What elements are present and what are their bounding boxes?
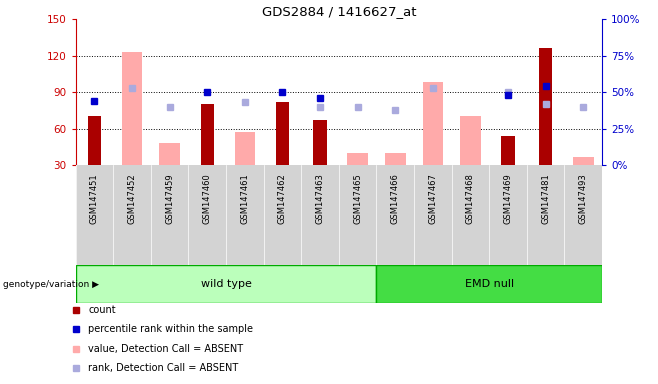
Bar	[460, 116, 481, 165]
Bar	[539, 48, 552, 165]
Text: GSM147452: GSM147452	[128, 173, 137, 224]
Bar	[76, 265, 376, 303]
Text: GSM147469: GSM147469	[503, 173, 513, 224]
Text: GSM147467: GSM147467	[428, 173, 438, 224]
Text: genotype/variation ▶: genotype/variation ▶	[3, 280, 99, 289]
Bar	[122, 52, 142, 165]
Bar	[201, 104, 214, 165]
Bar	[347, 153, 368, 165]
Bar	[159, 143, 180, 165]
Text: GSM147468: GSM147468	[466, 173, 475, 224]
Text: EMD null: EMD null	[465, 279, 514, 289]
Bar	[501, 136, 515, 165]
Text: GSM147466: GSM147466	[391, 173, 400, 224]
Text: percentile rank within the sample: percentile rank within the sample	[88, 324, 253, 334]
Text: wild type: wild type	[201, 279, 251, 289]
Text: count: count	[88, 305, 116, 315]
Title: GDS2884 / 1416627_at: GDS2884 / 1416627_at	[262, 5, 416, 18]
Text: GSM147493: GSM147493	[579, 173, 588, 224]
Text: value, Detection Call = ABSENT: value, Detection Call = ABSENT	[88, 344, 243, 354]
Bar	[422, 83, 443, 165]
Bar	[88, 116, 101, 165]
Text: GSM147461: GSM147461	[240, 173, 249, 224]
Text: GSM147463: GSM147463	[316, 173, 324, 224]
Text: GSM147459: GSM147459	[165, 173, 174, 224]
Text: GSM147462: GSM147462	[278, 173, 287, 224]
Bar	[376, 265, 602, 303]
Text: GSM147460: GSM147460	[203, 173, 212, 224]
Bar	[234, 132, 255, 165]
Bar	[385, 153, 405, 165]
Bar	[276, 102, 289, 165]
Text: GSM147481: GSM147481	[541, 173, 550, 224]
Text: rank, Detection Call = ABSENT: rank, Detection Call = ABSENT	[88, 363, 239, 373]
Bar	[313, 120, 326, 165]
Bar	[573, 157, 594, 165]
Text: GSM147465: GSM147465	[353, 173, 362, 224]
Text: GSM147451: GSM147451	[90, 173, 99, 224]
